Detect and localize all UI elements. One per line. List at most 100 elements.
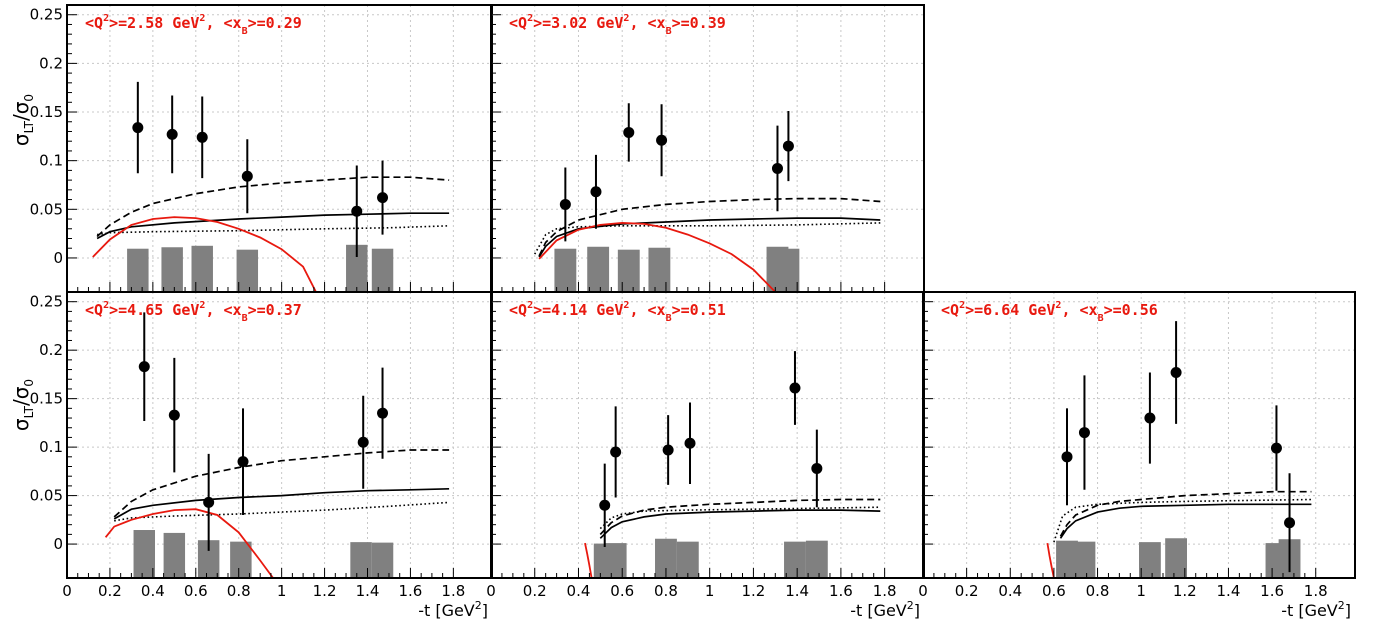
x-tick-label: 0.8 xyxy=(227,582,251,600)
panel-annotation: <Q2>=3.02 GeV2, <xB>=0.39 xyxy=(509,13,726,37)
systematic-bar-3 xyxy=(655,538,677,578)
y-label-sub-0: 0 xyxy=(22,94,36,102)
x-tick-label: 0.8 xyxy=(1086,582,1110,600)
x-tick-label: 1 xyxy=(1136,582,1146,600)
data-point-4 xyxy=(684,437,696,449)
data-point-6 xyxy=(811,462,823,474)
data-point-5 xyxy=(771,162,783,174)
grid xyxy=(491,5,924,292)
data-point-3 xyxy=(196,131,208,143)
systematic-bar-4 xyxy=(230,541,252,578)
x-tick-label: 0.2 xyxy=(523,582,547,600)
panel-annotation: <Q2>=2.58 GeV2, <xB>=0.29 xyxy=(85,13,302,37)
curve-red xyxy=(104,508,274,578)
y-tick-label: 0.1 xyxy=(39,152,63,170)
x-tick-label: 0 xyxy=(918,582,928,600)
x-tick-label: 0.6 xyxy=(1042,582,1066,600)
plot-area xyxy=(1046,321,1312,578)
plot-area xyxy=(584,351,881,578)
x-tick-label: 1.8 xyxy=(441,582,465,600)
systematic-bar-3 xyxy=(617,249,640,292)
systematic-bar-6 xyxy=(777,248,800,292)
systematic-bar-1 xyxy=(1056,540,1078,578)
data-point-6 xyxy=(377,192,389,204)
panel-5: 0 0.2 0.4 0.6 0.8 1 1.2 1.4 1.6 1.8-t [GeV2] <Q2>=… xyxy=(918,291,1356,620)
curve-dashed xyxy=(538,197,881,257)
curve-solid xyxy=(538,217,881,258)
x-tick-label: 0.4 xyxy=(141,582,165,600)
systematic-bar-6 xyxy=(805,540,828,578)
x-tick-label: 0.6 xyxy=(184,582,208,600)
x-tick-label: 0.8 xyxy=(654,582,678,600)
curve-dotted xyxy=(599,506,881,530)
y-label-sub-lt: LT xyxy=(22,120,36,133)
curve-red xyxy=(538,221,776,292)
systematic-bar-5 xyxy=(346,244,368,292)
panel-1: 0 0.05 0.1 0.15 0.2 0.25 <Q2>=2.58 GeV2, <xB>=… xyxy=(30,4,493,293)
systematic-bar-3 xyxy=(1139,542,1161,578)
data-point-1 xyxy=(559,198,571,210)
x-tick-label: 1.6 xyxy=(829,582,853,600)
data-point-3 xyxy=(623,126,635,138)
panel-frame xyxy=(922,291,1356,579)
panel-annotation: <Q2>=4.65 GeV2, <xB>=0.37 xyxy=(85,300,302,324)
data-point-3 xyxy=(662,444,674,456)
x-tick-label: 0.4 xyxy=(567,582,591,600)
data-point-2 xyxy=(610,446,622,458)
curve-red xyxy=(92,216,317,292)
y-tick-label: 0.25 xyxy=(30,293,63,311)
svg-text:σLT/σ0: σLT/σ0 xyxy=(9,379,36,431)
x-axis-label: -t [GeV2] xyxy=(850,599,920,620)
x-tick-label: 1.4 xyxy=(785,582,809,600)
y-tick-label: 0 xyxy=(53,535,63,553)
data-point-6 xyxy=(1284,517,1296,529)
systematic-bar-6 xyxy=(371,542,394,578)
data-point-2 xyxy=(590,186,602,198)
y-tick-label: 0.15 xyxy=(30,390,63,408)
x-tick-label: 1 xyxy=(277,582,287,600)
systematic-bar-3 xyxy=(197,540,220,578)
y-tick-label: 0.05 xyxy=(30,200,63,218)
systematic-bar-3 xyxy=(191,245,213,292)
curve-solid xyxy=(113,487,450,520)
y-tick-label: 0.25 xyxy=(30,6,63,24)
systematic-bar-5 xyxy=(784,541,806,578)
x-tick-label: 1.4 xyxy=(356,582,380,600)
data-point-6 xyxy=(782,140,794,152)
plot-area xyxy=(104,312,450,578)
x-axis-label: -t [GeV2] xyxy=(418,599,488,620)
x-tick-label: 0 xyxy=(62,582,72,600)
curve-dotted xyxy=(96,225,450,236)
svg-text:σLT/σ0: σLT/σ0 xyxy=(9,94,36,146)
systematic-bar-1 xyxy=(133,530,156,578)
plot-area xyxy=(534,103,881,292)
y-tick-label: 0.05 xyxy=(30,487,63,505)
x-tick-label: 1.4 xyxy=(1217,582,1241,600)
data-point-4 xyxy=(656,134,668,146)
systematic-bar-1 xyxy=(554,248,577,292)
y-tick-label: 0 xyxy=(53,249,63,267)
data-point-5 xyxy=(789,382,801,394)
x-tick-label: 1.2 xyxy=(741,582,765,600)
data-point-2 xyxy=(166,128,178,140)
x-axis-label: -t [GeV2] xyxy=(1281,599,1351,620)
data-point-3 xyxy=(1144,412,1156,424)
curve-dashed xyxy=(599,498,881,535)
data-point-4 xyxy=(1170,366,1182,378)
x-tick-label: 0.6 xyxy=(610,582,634,600)
panel-annotation: <Q2>=6.64 GeV2, <xB>=0.56 xyxy=(941,300,1158,324)
curve-dotted xyxy=(114,501,450,522)
y-axis-label-bottom: σLT/σ0 xyxy=(9,379,36,431)
data-point-6 xyxy=(377,407,389,419)
systematic-bar-4 xyxy=(236,249,259,292)
panels: 0 0.05 0.1 0.15 0.2 0.25 <Q2>=2.58 GeV2, <xB>=… xyxy=(30,4,1356,620)
data-point-1 xyxy=(1061,451,1073,463)
data-point-1 xyxy=(138,361,150,373)
x-tick-label: 1 xyxy=(705,582,715,600)
data-point-1 xyxy=(132,122,144,134)
x-tick-label: 0.2 xyxy=(98,582,122,600)
x-tick-label: 1.2 xyxy=(313,582,337,600)
y-label-sub-lt-2: LT xyxy=(22,405,36,418)
curve-dotted xyxy=(1053,498,1312,543)
